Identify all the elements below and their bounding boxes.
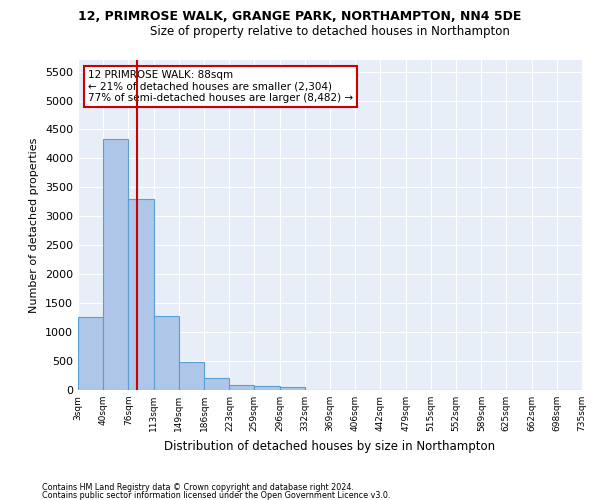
Bar bbox=[103, 140, 128, 390]
Bar bbox=[179, 362, 204, 390]
X-axis label: Distribution of detached houses by size in Northampton: Distribution of detached houses by size … bbox=[164, 440, 496, 452]
Bar bbox=[254, 386, 280, 390]
Text: 12 PRIMROSE WALK: 88sqm
← 21% of detached houses are smaller (2,304)
77% of semi: 12 PRIMROSE WALK: 88sqm ← 21% of detache… bbox=[88, 70, 353, 103]
Bar bbox=[154, 316, 179, 390]
Bar bbox=[280, 387, 305, 390]
Text: Contains public sector information licensed under the Open Government Licence v3: Contains public sector information licen… bbox=[42, 490, 391, 500]
Text: Contains HM Land Registry data © Crown copyright and database right 2024.: Contains HM Land Registry data © Crown c… bbox=[42, 484, 354, 492]
Bar bbox=[204, 378, 229, 390]
Y-axis label: Number of detached properties: Number of detached properties bbox=[29, 138, 40, 312]
Bar bbox=[128, 199, 154, 390]
Bar bbox=[78, 317, 103, 390]
Bar bbox=[229, 385, 254, 390]
Title: Size of property relative to detached houses in Northampton: Size of property relative to detached ho… bbox=[150, 25, 510, 38]
Text: 12, PRIMROSE WALK, GRANGE PARK, NORTHAMPTON, NN4 5DE: 12, PRIMROSE WALK, GRANGE PARK, NORTHAMP… bbox=[79, 10, 521, 23]
